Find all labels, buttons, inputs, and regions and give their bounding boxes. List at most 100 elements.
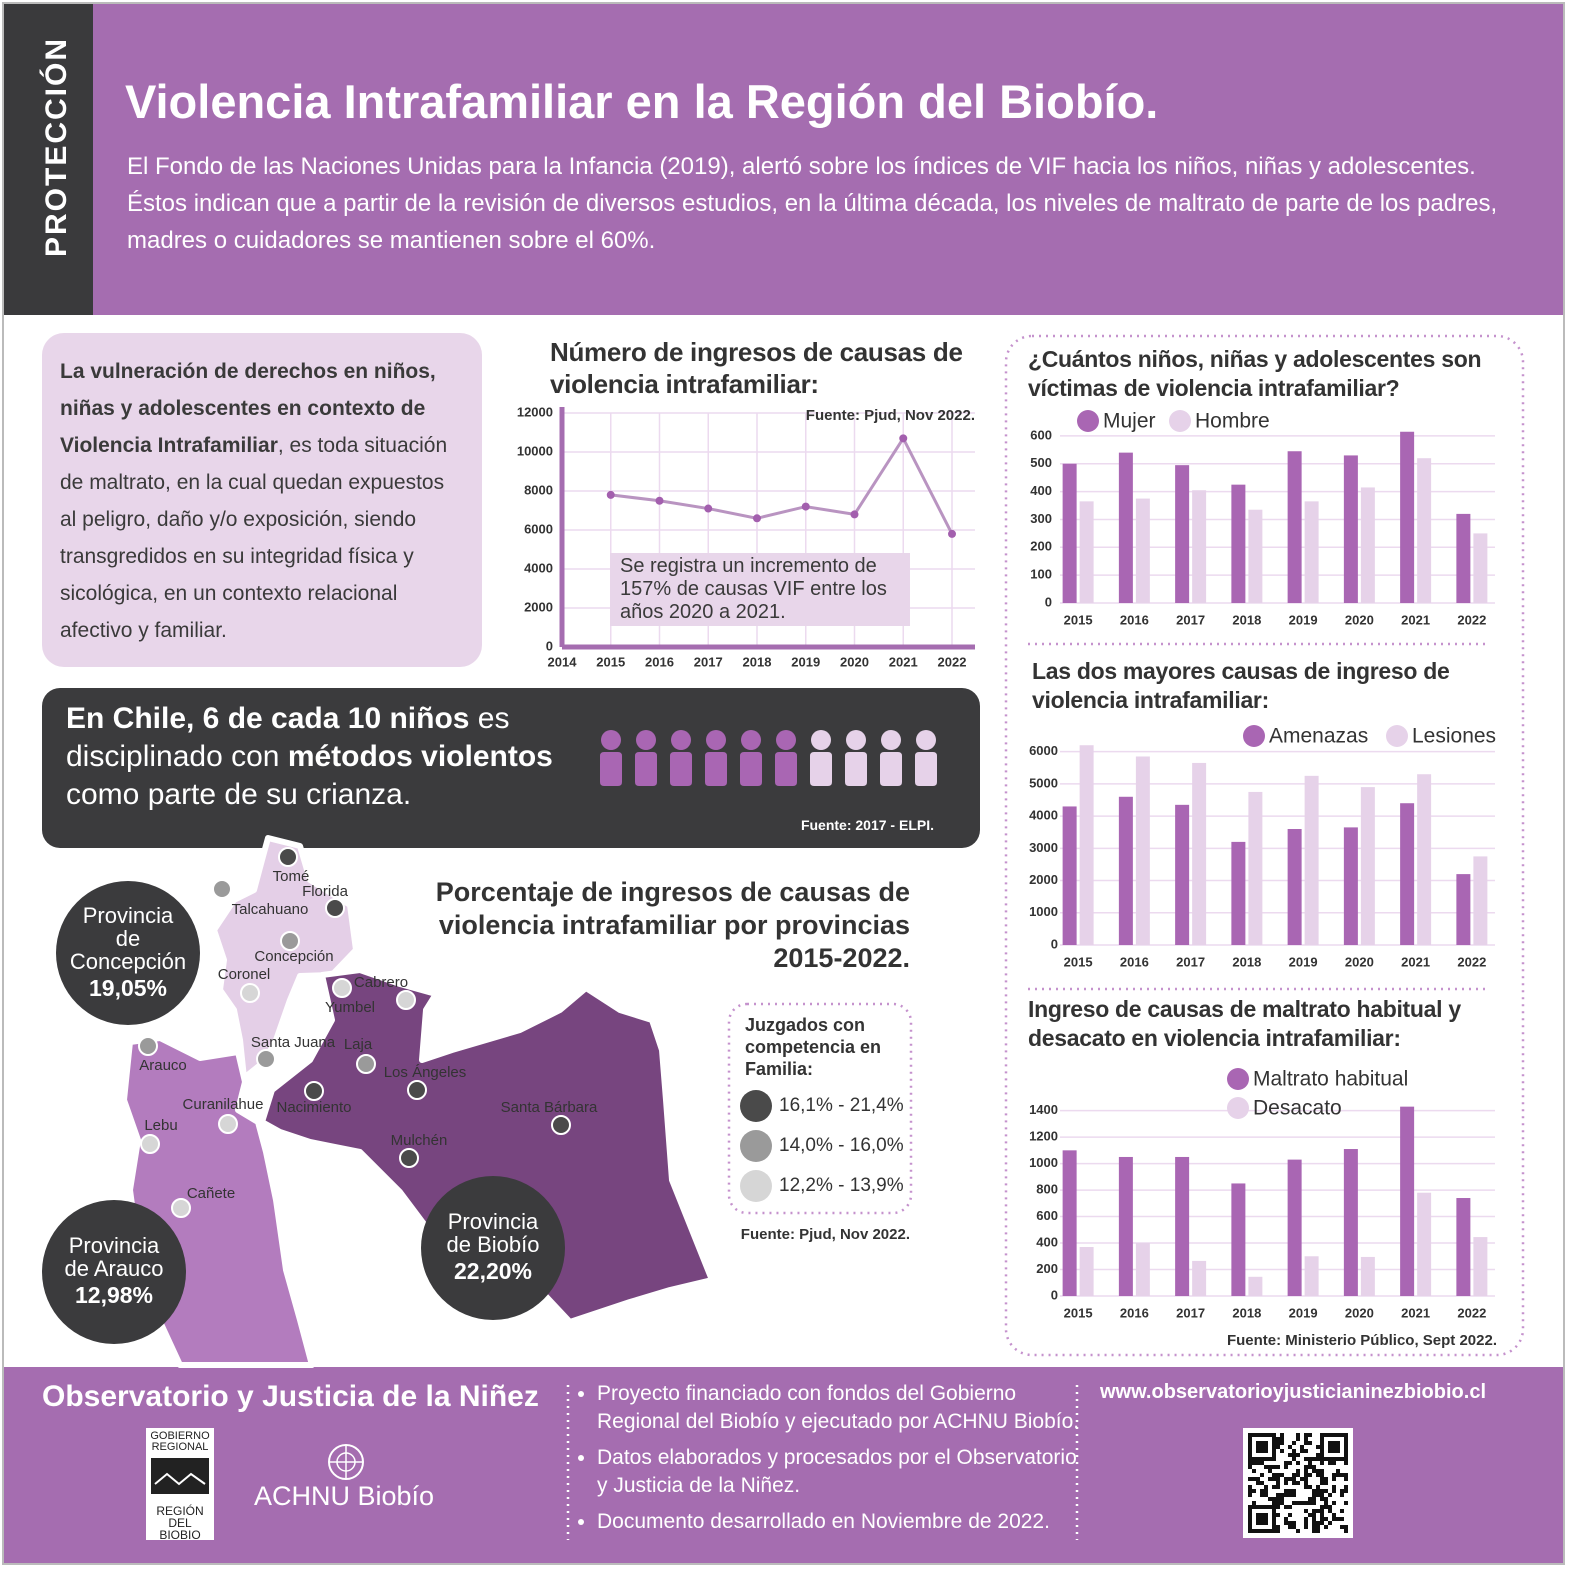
city-dot: [551, 1115, 571, 1135]
qr-module: [1280, 1437, 1284, 1441]
qr-module: [1248, 1461, 1252, 1465]
person-icon: [880, 730, 902, 786]
qr-module: [1340, 1517, 1344, 1521]
qr-module: [1276, 1473, 1280, 1477]
qr-module: [1336, 1457, 1340, 1461]
qr-module: [1264, 1521, 1268, 1525]
bar: [1079, 1247, 1094, 1296]
source: Fuente: 2017 - ELPI.: [800, 817, 934, 833]
qr-module: [1292, 1501, 1296, 1505]
qr-module: [1340, 1457, 1344, 1461]
bar: [1062, 806, 1077, 945]
qr-module: [1280, 1449, 1284, 1453]
bar: [1473, 856, 1488, 945]
y-tick-label: 10000: [517, 443, 553, 458]
y-tick-label: 600: [1036, 1208, 1058, 1223]
text-run: métodos violentos: [287, 740, 553, 773]
qr-module: [1260, 1473, 1264, 1477]
qr-module: [1256, 1433, 1260, 1437]
person-icon: [810, 730, 832, 786]
qr-module: [1320, 1433, 1324, 1437]
qr-module: [1256, 1529, 1260, 1533]
qr-module: [1296, 1529, 1300, 1533]
qr-module: [1336, 1469, 1340, 1473]
bar: [1192, 762, 1207, 945]
legend-swatch: [1227, 1097, 1249, 1119]
qr-module: [1344, 1433, 1348, 1437]
annotation: Se registra un incremento de 157% de cau…: [610, 553, 910, 626]
text-run: es disciplinado con: [66, 702, 510, 773]
city-dot: [396, 990, 416, 1010]
qr-module: [1344, 1525, 1348, 1529]
legend-label: 16,1% - 21,4%: [779, 1095, 904, 1116]
y-tick-label: 8000: [524, 482, 553, 497]
city-dot: [280, 931, 300, 951]
source: Fuente: Pjud, Nov 2022.: [805, 407, 975, 424]
qr-module: [1292, 1457, 1296, 1461]
province-badge: [56, 881, 200, 1025]
qr-module: [1276, 1477, 1280, 1481]
qr-module: [1344, 1485, 1348, 1489]
qr-module: [1268, 1457, 1272, 1461]
qr-module: [1288, 1513, 1292, 1517]
qr-module: [1316, 1457, 1320, 1461]
qr-module: [1304, 1465, 1308, 1469]
qr-module: [1340, 1509, 1344, 1513]
qr-module: [1308, 1501, 1312, 1505]
province-badge: [42, 1200, 186, 1344]
source: Fuente: Ministerio Público, Sept 2022.: [1226, 1332, 1497, 1349]
qr-module: [1328, 1449, 1332, 1453]
qr-module: [1332, 1445, 1336, 1449]
qr-module: [1324, 1517, 1328, 1521]
qr-module: [1260, 1457, 1264, 1461]
qr-module: [1340, 1493, 1344, 1497]
bar: [1360, 787, 1375, 945]
province-label: Provincia de Concepción 19,05%: [56, 881, 200, 1025]
qr-module: [1320, 1521, 1324, 1525]
qr-module: [1332, 1501, 1336, 1505]
qr-module: [1248, 1493, 1252, 1497]
x-tick-label: 2020: [1345, 1305, 1374, 1320]
definition-box: La vulneración de derechos en niños, niñ…: [42, 333, 482, 667]
qr-module: [1304, 1469, 1308, 1473]
province-name: Provincia de Concepción: [69, 902, 187, 974]
chart-title: Ingreso de causas de maltrato habitual y…: [1028, 996, 1461, 1051]
qr-module: [1316, 1529, 1320, 1533]
qr-module: [1328, 1521, 1332, 1525]
qr-module: [1264, 1513, 1268, 1517]
qr-module: [1272, 1473, 1276, 1477]
y-tick-label: 1000: [1029, 904, 1058, 919]
qr-module: [1248, 1457, 1252, 1461]
city-label: Laja: [344, 1036, 373, 1053]
qr-module: [1316, 1485, 1320, 1489]
qr-module: [1292, 1449, 1296, 1453]
qr-module: [1332, 1473, 1336, 1477]
qr-module: [1272, 1517, 1276, 1521]
qr-module: [1268, 1529, 1272, 1533]
x-tick-label: 2022: [1457, 612, 1486, 627]
qr-module: [1292, 1477, 1296, 1481]
qr-module: [1324, 1525, 1328, 1529]
qr-module: [1248, 1477, 1252, 1481]
qr-module: [1248, 1525, 1252, 1529]
qr-module: [1256, 1481, 1260, 1485]
bar: [1248, 791, 1263, 945]
legend-swatch: [1227, 1068, 1249, 1090]
person-icon: [845, 730, 867, 786]
chart-title: Número de ingresos de causas de violenci…: [550, 337, 963, 399]
x-tick-label: 2017: [1176, 612, 1205, 627]
qr-module: [1316, 1473, 1320, 1477]
x-tick-label: 2021: [889, 654, 918, 669]
qr-module: [1256, 1461, 1260, 1465]
qr-module: [1276, 1497, 1280, 1501]
bar: [1360, 487, 1375, 603]
qr-module: [1296, 1481, 1300, 1485]
city-dot: [278, 847, 298, 867]
y-tick-label: 12000: [517, 404, 553, 419]
footer-note: Documento desarrollado en Noviembre de 2…: [597, 1508, 1087, 1536]
province-value: 22,20%: [453, 1258, 532, 1284]
bar: [1304, 1256, 1319, 1296]
qr-module: [1280, 1473, 1284, 1477]
y-tick-label: 0: [1051, 1287, 1058, 1302]
city-dot: [240, 983, 260, 1003]
